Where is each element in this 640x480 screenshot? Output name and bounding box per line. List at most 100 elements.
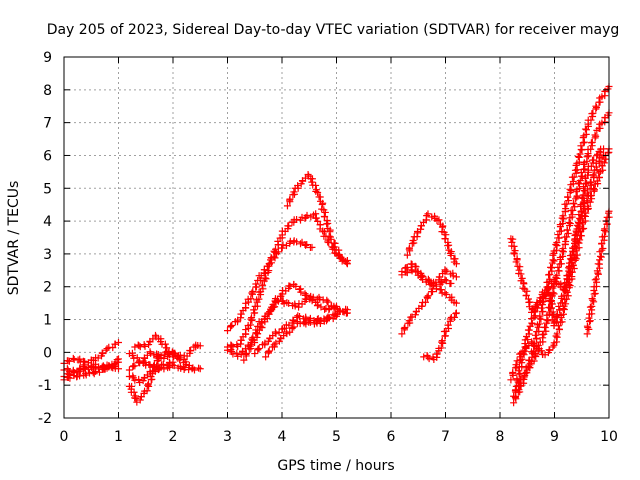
- data-point: [511, 250, 519, 258]
- data-point: [586, 303, 594, 311]
- data-point: [563, 295, 571, 303]
- y-tick-label: 5: [43, 181, 52, 197]
- data-point: [510, 399, 518, 407]
- x-tick-label: 9: [550, 429, 559, 445]
- data-point: [266, 308, 274, 316]
- data-point: [314, 189, 322, 197]
- data-point: [519, 348, 527, 356]
- data-point: [343, 306, 351, 314]
- data-point: [583, 179, 591, 187]
- data-point: [600, 232, 608, 240]
- data-point: [444, 321, 452, 329]
- data-point: [69, 354, 77, 362]
- data-point: [308, 243, 316, 251]
- data-point: [283, 202, 291, 210]
- data-point: [524, 362, 532, 370]
- data-point: [424, 292, 432, 300]
- x-axis-label: GPS time / hours: [277, 458, 394, 474]
- x-tick-label: 4: [278, 429, 287, 445]
- data-point: [555, 325, 563, 333]
- data-point: [141, 342, 149, 350]
- x-tick-label: 5: [332, 429, 341, 445]
- data-point: [125, 373, 133, 381]
- data-point: [449, 272, 457, 280]
- data-point: [286, 328, 294, 336]
- data-point: [187, 347, 195, 355]
- data-point: [132, 394, 140, 402]
- data-point: [591, 131, 599, 139]
- data-point: [589, 171, 597, 179]
- data-point: [256, 276, 264, 284]
- data-point: [224, 346, 231, 354]
- data-point: [548, 311, 556, 319]
- data-point: [437, 286, 445, 294]
- data-point: [575, 219, 583, 227]
- data-point: [596, 173, 604, 181]
- data-point: [249, 288, 257, 296]
- data-point: [587, 162, 595, 170]
- data-point: [95, 368, 103, 376]
- data-point: [553, 271, 561, 279]
- data-point: [343, 256, 351, 264]
- data-point: [290, 317, 298, 325]
- data-point: [522, 343, 530, 351]
- data-point: [323, 220, 331, 228]
- x-tick-label: 2: [169, 429, 178, 445]
- data-point: [272, 339, 280, 347]
- data-point: [419, 272, 427, 280]
- data-point: [568, 211, 576, 219]
- data-point: [452, 273, 460, 281]
- data-point: [290, 188, 298, 196]
- data-point: [573, 192, 581, 200]
- data-point: [92, 367, 100, 375]
- data-point: [253, 330, 261, 338]
- data-point: [130, 388, 138, 396]
- data-point: [250, 306, 258, 314]
- data-point: [185, 361, 193, 369]
- data-point: [136, 378, 144, 386]
- data-point: [587, 178, 595, 186]
- data-point: [562, 300, 570, 308]
- data-point: [297, 288, 305, 296]
- data-point: [302, 241, 310, 249]
- data-point: [115, 339, 122, 347]
- data-point: [544, 317, 552, 325]
- x-tick-label: 10: [600, 429, 618, 445]
- data-point: [294, 182, 302, 190]
- data-point: [553, 330, 561, 338]
- data-point: [510, 249, 518, 257]
- data-point: [533, 334, 541, 342]
- data-point: [111, 340, 119, 348]
- data-point: [237, 336, 245, 344]
- data-point: [407, 266, 415, 274]
- data-point: [317, 303, 325, 311]
- data-point: [549, 251, 557, 259]
- data-point: [587, 116, 595, 124]
- y-tick-label: 2: [43, 280, 52, 296]
- data-point: [248, 289, 256, 297]
- data-point: [151, 331, 159, 339]
- data-point: [261, 339, 269, 347]
- data-point: [580, 200, 588, 208]
- data-point: [64, 374, 72, 382]
- data-point: [409, 237, 417, 245]
- data-point: [553, 338, 561, 346]
- data-point: [592, 132, 600, 140]
- data-point: [568, 251, 576, 259]
- data-point: [278, 244, 286, 252]
- data-point: [528, 338, 536, 346]
- data-point: [531, 351, 539, 359]
- data-point: [308, 178, 316, 186]
- data-point: [564, 193, 572, 201]
- data-point: [549, 284, 557, 292]
- data-point: [537, 315, 545, 323]
- data-point: [321, 213, 329, 221]
- data-point: [591, 290, 599, 298]
- data-point: [507, 376, 515, 384]
- data-point: [575, 180, 583, 188]
- data-point: [248, 314, 256, 322]
- data-point: [576, 150, 584, 158]
- data-point: [125, 366, 133, 374]
- data-point: [517, 270, 525, 278]
- data-point: [561, 287, 569, 295]
